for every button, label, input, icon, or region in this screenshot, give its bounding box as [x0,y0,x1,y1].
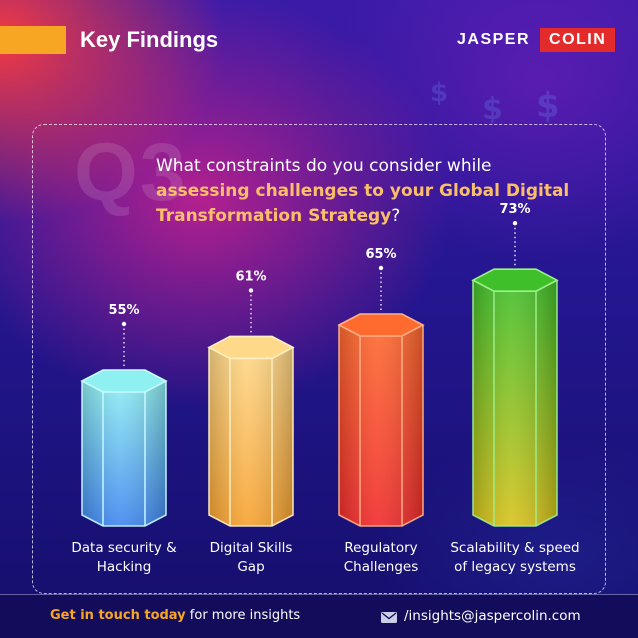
bar-outline [81,381,167,527]
category-label: Digital Skills [210,540,293,556]
bar-shading [339,325,423,526]
bar-outline [208,347,294,527]
bar-cap [80,369,168,393]
bar-cap [207,335,295,360]
category-label: Scalability & speed [450,540,579,556]
page-title: Key Findings [80,27,219,52]
value-leader-dot [512,221,518,226]
category-label: of legacy systems [454,559,576,575]
bar-cap [337,313,425,337]
brand-logo[interactable]: JASPER COLIN [457,28,616,52]
bar-outline [472,280,558,527]
category-label: Regulatory [344,540,417,556]
category-label: Gap [237,559,264,575]
bar-3: 65% Regulatory Challenges [337,247,425,575]
envelope-icon [381,612,397,623]
category-label: Hacking [97,559,152,575]
bar-shading [473,280,557,526]
bar-cap [471,268,559,293]
logo-word-jasper: JASPER [457,31,531,48]
cta-rest: for more insights [185,608,301,623]
category-label: Challenges [344,559,419,575]
value-leader-dot [248,288,254,293]
footer-bar: Get in touch today for more insights /in… [0,595,638,638]
category-label: Data security & [71,540,177,556]
bar-4: 73% Scalability & speed of legacy systems [450,202,579,575]
bar-outline [338,325,424,527]
dollar-decoration-icon: $ [430,78,449,108]
cta-link[interactable]: Get in touch today [50,608,186,623]
bar-1: 55% Data security & Hacking [71,303,177,575]
dollar-decoration-icon: $ [482,92,503,127]
question-end: ? [391,206,401,226]
header-accent-bar [0,26,66,54]
bar-2: 61% Digital Skills Gap [207,269,295,575]
footer-cta[interactable]: Get in touch today for more insights [50,607,300,625]
value-leader-dot [121,321,127,327]
value-label: 73% [499,202,530,217]
logo-word-colin: COLIN [540,28,616,52]
chart-card [32,124,606,594]
bar-shading [82,381,166,526]
value-label: 65% [365,247,396,262]
value-leader-dot [378,265,384,271]
footer-divider [0,594,638,595]
value-label: 61% [235,269,266,284]
value-label: 55% [108,303,139,318]
insights-email-link[interactable]: /insights@jaspercolin.com [404,608,581,624]
question-text: What constraints do you consider while [156,156,492,176]
bar-shading [209,347,293,526]
survey-question: What constraints do you consider while a… [156,154,586,229]
dollar-decoration-icon: $ [536,86,560,126]
question-number: Q3 [74,127,188,218]
question-highlight: assessing challenges to your Global Digi… [156,181,570,226]
